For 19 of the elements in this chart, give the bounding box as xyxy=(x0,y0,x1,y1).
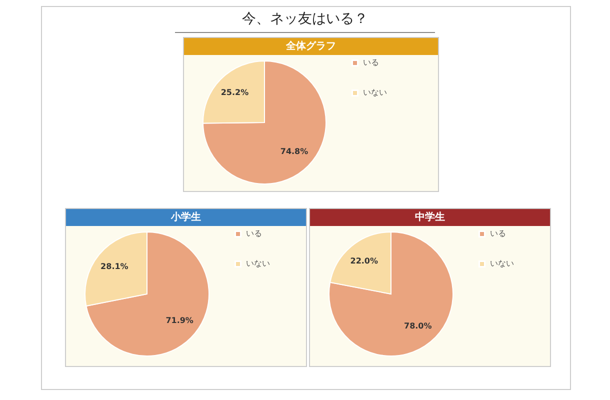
data-label: 74.8% xyxy=(280,146,308,156)
legend-label: いる xyxy=(363,58,379,67)
data-label: 25.2% xyxy=(220,88,249,98)
data-label: 71.9% xyxy=(166,316,194,325)
data-label: 22.0% xyxy=(350,256,378,266)
pie-slice xyxy=(202,60,326,184)
legend-label: いない xyxy=(246,259,270,268)
data-label: 78.0% xyxy=(404,321,432,330)
pie-slice xyxy=(86,232,210,356)
chart-title: 中学生 xyxy=(310,209,550,226)
legend-label: いる xyxy=(246,229,262,238)
legend-label: いない xyxy=(490,259,514,268)
chart-title: 全体グラフ xyxy=(184,38,438,55)
legend-label: いる xyxy=(490,229,506,238)
text: 今、ネッ友はいる？ xyxy=(175,10,435,33)
legend-label: いない xyxy=(363,88,387,97)
pie-slice xyxy=(328,232,454,356)
data-label: 28.1% xyxy=(100,262,128,272)
chart-title: 小学生 xyxy=(66,209,306,226)
